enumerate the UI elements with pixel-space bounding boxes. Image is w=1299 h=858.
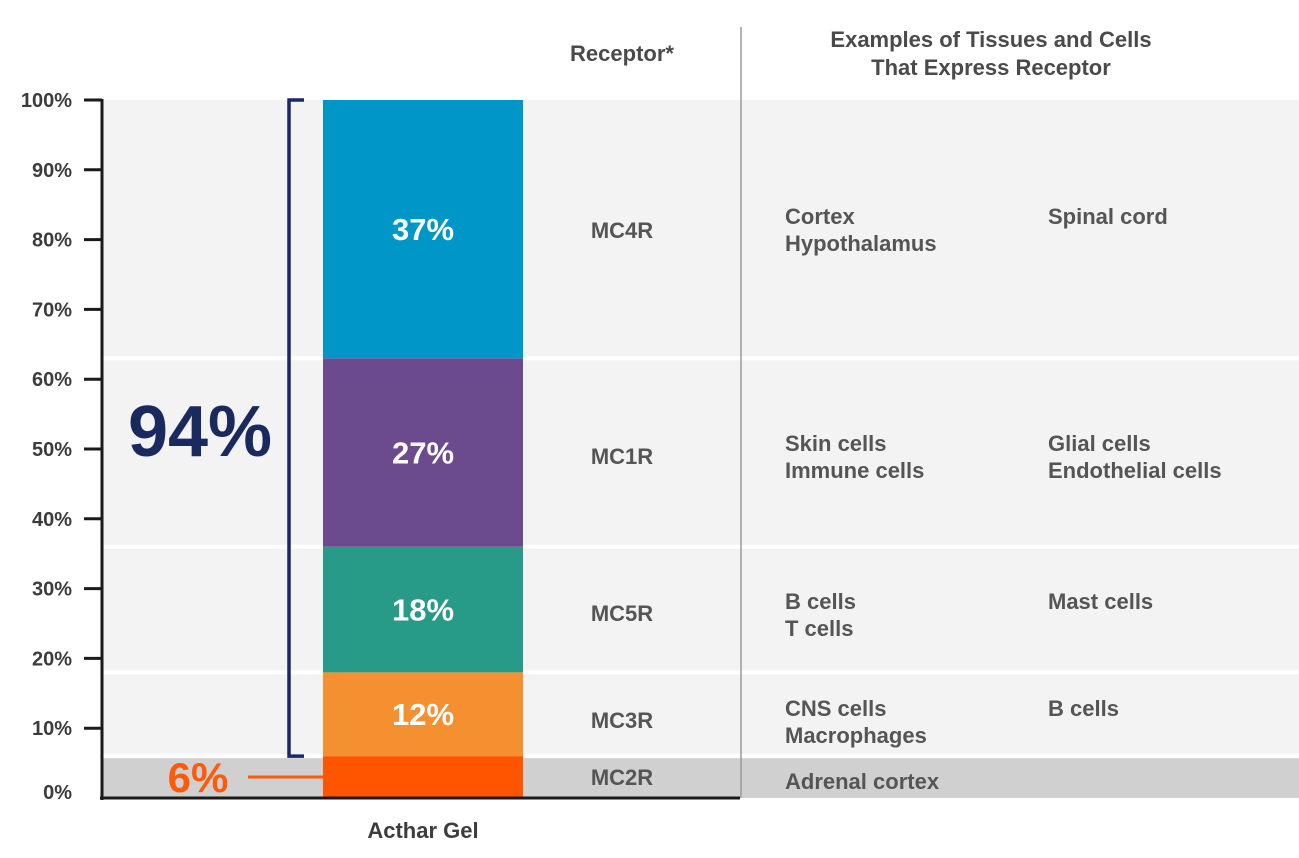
- band-mc5r: [102, 546, 1299, 673]
- tissue-item: Adrenal cortex: [785, 769, 940, 794]
- receptor-label: MC2R: [591, 765, 653, 790]
- band-mc4r: [102, 100, 1299, 359]
- y-tick-label: 0%: [43, 782, 72, 804]
- receptor-header: Receptor*: [570, 41, 674, 66]
- tissue-item: Hypothalamus: [785, 231, 937, 256]
- tissue-item: Immune cells: [785, 458, 924, 483]
- bar-value-label: 27%: [392, 435, 454, 470]
- tissue-item: B cells: [1048, 696, 1119, 721]
- receptor-label: MC3R: [591, 708, 653, 733]
- bar-segment-mc4r: [323, 100, 523, 359]
- bottom-percent-label: 6%: [168, 754, 229, 801]
- tissue-item: Endothelial cells: [1048, 458, 1222, 483]
- y-tick-label: 50%: [32, 439, 72, 461]
- y-tick-label: 80%: [32, 230, 72, 252]
- bar-segment-mc1r: [323, 358, 523, 547]
- bar-value-label: 37%: [392, 212, 454, 247]
- y-tick-label: 100%: [21, 90, 72, 112]
- y-tick-label: 90%: [32, 160, 72, 182]
- y-tick-label: 60%: [32, 369, 72, 391]
- bracket-total-label: 94%: [128, 392, 272, 472]
- y-tick-label: 10%: [32, 718, 72, 740]
- receptor-label: MC5R: [591, 601, 653, 626]
- y-tick-label: 70%: [32, 299, 72, 321]
- y-tick-label: 40%: [32, 509, 72, 531]
- tissues-header-line2: That Express Receptor: [871, 55, 1111, 80]
- bar-value-label: 18%: [392, 593, 454, 628]
- tissue-item: Mast cells: [1048, 589, 1153, 614]
- tissue-item: B cells: [785, 589, 856, 614]
- tissues-header-line1: Examples of Tissues and Cells: [830, 27, 1151, 52]
- band-mc3r: [102, 672, 1299, 757]
- receptor-label: MC4R: [591, 218, 653, 243]
- x-axis-label: Acthar Gel: [367, 818, 478, 843]
- tissue-item: Spinal cord: [1048, 204, 1168, 229]
- tissue-item: Skin cells: [785, 431, 887, 456]
- receptor-label: MC1R: [591, 444, 653, 469]
- bar-value-label: 12%: [392, 697, 454, 732]
- bar-segment-mc5r: [323, 546, 523, 673]
- tissue-item: CNS cells: [785, 696, 887, 721]
- band-mc1r: [102, 358, 1299, 547]
- tissue-item: Cortex: [785, 204, 855, 229]
- tissue-item: Macrophages: [785, 723, 927, 748]
- bar-segment-mc3r: [323, 672, 523, 757]
- y-tick-label: 30%: [32, 579, 72, 601]
- total-bracket: [287, 98, 304, 758]
- y-tick-label: 20%: [32, 648, 72, 670]
- bar-segment-mc2r: [323, 756, 523, 798]
- tissue-item: T cells: [785, 616, 853, 641]
- tissue-item: Glial cells: [1048, 431, 1151, 456]
